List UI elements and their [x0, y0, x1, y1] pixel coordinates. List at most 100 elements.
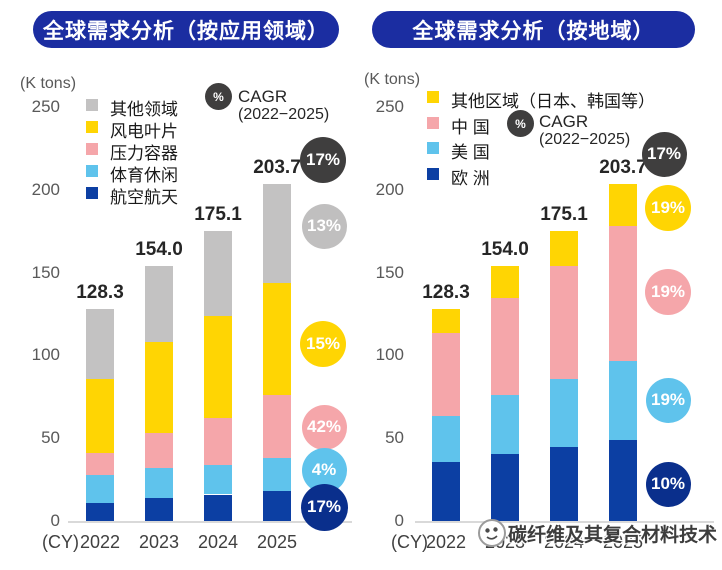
chart-title-by-application: 全球需求分析（按应用领域） — [33, 11, 339, 48]
watermark: 碳纤维及其复合材料技术 — [477, 518, 717, 548]
bar-segment-航空航天 — [263, 491, 291, 521]
bar-segment-欧 洲 — [550, 447, 578, 521]
bar-total-label: 203.7 — [599, 156, 647, 178]
bar-segment-压力容器 — [263, 395, 291, 459]
bar-segment-中 国 — [491, 297, 519, 396]
x-axis-year-label: 2022 — [425, 532, 467, 552]
cagr-bubble-其他领域: 13% — [301, 203, 347, 249]
legend-label-其他领域: 其他领域 — [110, 100, 178, 119]
legend-swatch-其他领域 — [86, 99, 98, 111]
bar-segment-中 国 — [550, 265, 578, 379]
percent-badge-icon: % — [507, 110, 534, 137]
y-axis-unit-label: (K tons) — [20, 75, 77, 92]
legend-swatch-航空航天 — [86, 187, 98, 199]
bar-total-label: 175.1 — [540, 204, 588, 226]
bar-segment-中 国 — [609, 226, 637, 362]
x-axis-line — [415, 521, 714, 523]
bar-segment-体育休闲 — [86, 474, 114, 503]
x-axis-line — [68, 521, 352, 523]
legend-label-体育休闲: 体育休闲 — [110, 166, 178, 185]
legend-label-压力容器: 压力容器 — [110, 144, 178, 163]
cagr-bubble-total: 17% — [300, 137, 346, 183]
bar-segment-其他领域 — [86, 308, 114, 379]
bar-segment-其他领域 — [145, 265, 173, 343]
bar-segment-体育休闲 — [204, 464, 232, 495]
bar-segment-体育休闲 — [263, 458, 291, 492]
cagr-range-label: (2022−2025) — [238, 106, 330, 123]
legend-label-航空航天: 航空航天 — [110, 188, 178, 207]
bar-segment-其他区域（日本、韩国等） — [432, 308, 460, 334]
y-axis-tick-label: 150 — [375, 262, 404, 282]
y-axis-tick-label: 250 — [375, 97, 404, 116]
y-axis-tick-label: 200 — [31, 179, 60, 199]
x-axis-year-label: 2023 — [138, 532, 180, 552]
bar-segment-其他区域（日本、韩国等） — [609, 183, 637, 227]
y-axis-tick-label: 150 — [31, 262, 60, 282]
legend-label-美 国: 美 国 — [451, 143, 490, 162]
watermark-logo — [478, 519, 506, 547]
y-axis-tick-label: 100 — [375, 345, 404, 365]
bar-segment-中 国 — [432, 333, 460, 416]
cagr-bubble-航空航天: 17% — [300, 483, 348, 531]
cagr-label: CAGR — [238, 87, 288, 106]
bar-segment-风电叶片 — [86, 378, 114, 454]
bar-segment-压力容器 — [145, 433, 173, 468]
y-axis-tick-label: 250 — [31, 97, 60, 116]
bar-segment-欧 洲 — [609, 440, 637, 521]
legend-swatch-风电叶片 — [86, 121, 98, 133]
bar-segment-美 国 — [609, 361, 637, 441]
bar-segment-美 国 — [550, 378, 578, 448]
legend-swatch-欧 洲 — [427, 167, 439, 180]
bar-segment-其他区域（日本、韩国等） — [491, 265, 519, 298]
cagr-bubble-欧 洲: 10% — [645, 461, 691, 507]
bar-segment-美 国 — [491, 395, 519, 455]
legend-label-欧 洲: 欧 洲 — [451, 168, 490, 188]
x-axis-prefix-label: (CY) — [42, 532, 79, 552]
bar-segment-美 国 — [432, 416, 460, 462]
legend-label-风电叶片: 风电叶片 — [110, 122, 178, 141]
bar-segment-其他区域（日本、韩国等） — [550, 231, 578, 266]
legend-label-中 国: 中 国 — [451, 117, 490, 137]
bar-segment-其他领域 — [263, 183, 291, 283]
y-axis-tick-label: 0 — [50, 511, 60, 530]
x-axis-year-label: 2024 — [197, 532, 239, 552]
bar-total-label: 154.0 — [481, 238, 529, 260]
cagr-range-label: (2022−2025) — [539, 131, 631, 148]
bar-total-label: 175.1 — [194, 204, 242, 226]
bar-segment-欧 洲 — [491, 454, 519, 521]
bar-segment-风电叶片 — [263, 282, 291, 396]
bar-segment-风电叶片 — [145, 342, 173, 434]
x-axis-year-label: 2025 — [602, 532, 644, 552]
y-axis-tick-label: 100 — [31, 345, 60, 365]
legend-swatch-压力容器 — [86, 143, 98, 155]
y-axis-tick-label: 0 — [394, 511, 404, 530]
bar-segment-压力容器 — [204, 418, 232, 465]
y-axis-tick-label: 50 — [41, 428, 60, 448]
percent-badge-icon: % — [205, 83, 232, 110]
bar-total-label: 128.3 — [422, 281, 470, 303]
x-axis-prefix-label: (CY) — [391, 532, 428, 552]
bar-segment-航空航天 — [145, 497, 173, 521]
bar-segment-风电叶片 — [204, 315, 232, 419]
y-axis-tick-label: 50 — [385, 428, 404, 448]
cagr-bubble-中 国: 19% — [645, 269, 691, 315]
legend-swatch-中 国 — [427, 116, 439, 129]
y-axis-unit-label: (K tons) — [364, 71, 421, 88]
bar-total-label: 203.7 — [253, 156, 301, 178]
cagr-label: CAGR — [539, 112, 589, 131]
cagr-bubble-total: 17% — [641, 131, 687, 177]
bar-segment-欧 洲 — [432, 461, 460, 521]
bar-total-label: 154.0 — [135, 238, 183, 260]
bar-total-label: 128.3 — [76, 281, 124, 303]
legend-swatch-其他区域（日本、韩国等） — [427, 91, 439, 103]
bar-segment-航空航天 — [86, 502, 114, 521]
legend-swatch-美 国 — [427, 142, 439, 154]
cagr-bubble-风电叶片: 15% — [300, 321, 346, 367]
cagr-bubble-美 国: 19% — [645, 377, 691, 423]
bar-segment-压力容器 — [86, 453, 114, 475]
x-axis-year-label: 2025 — [256, 532, 298, 552]
cagr-bubble-压力容器: 42% — [301, 404, 347, 450]
cagr-bubble-其他区域（日本、韩国等）: 19% — [645, 185, 691, 231]
bar-segment-其他领域 — [204, 231, 232, 316]
